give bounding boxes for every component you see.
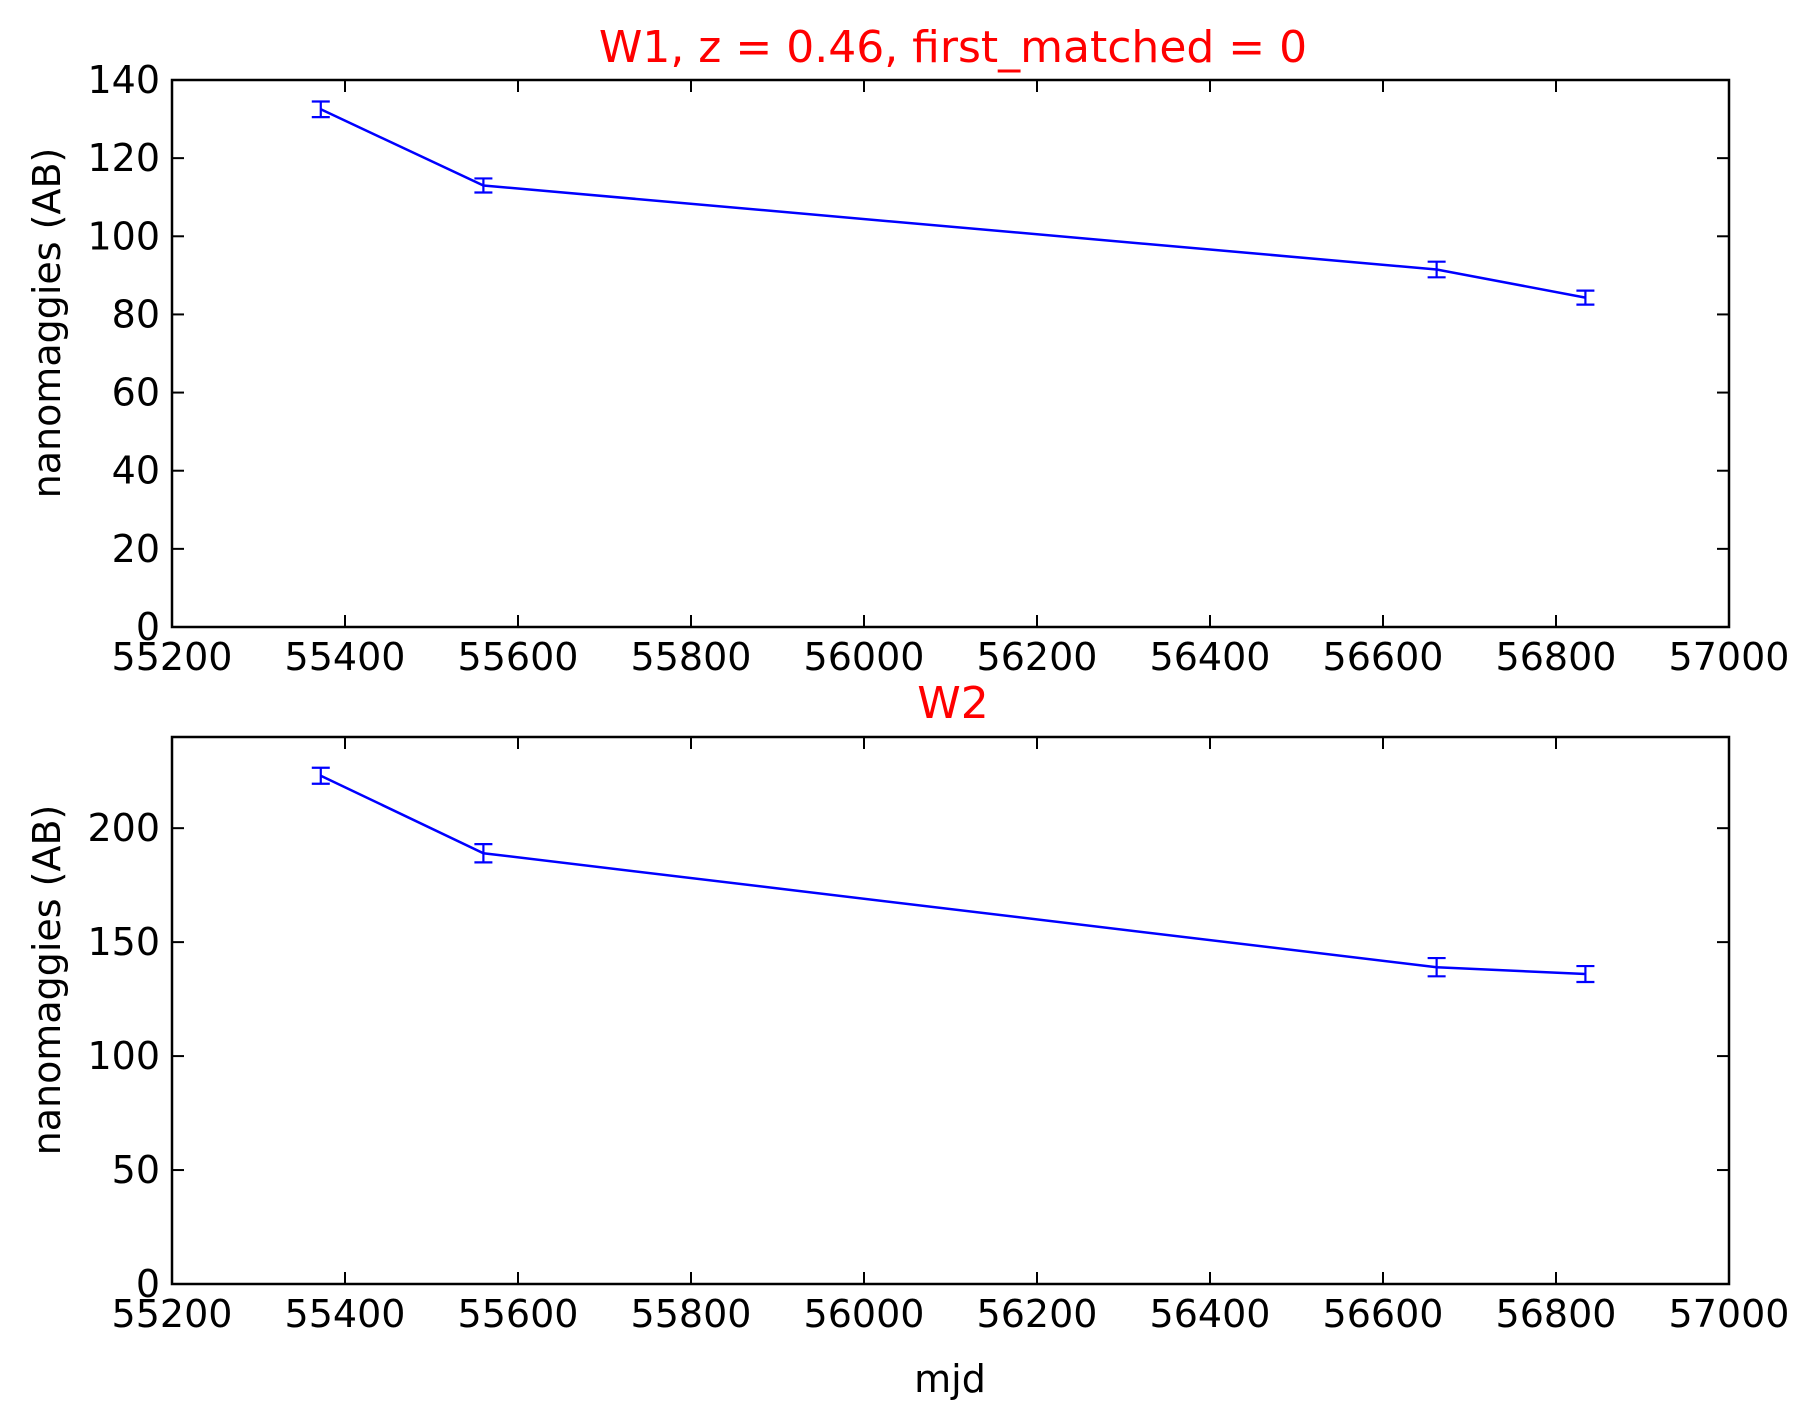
w1-panel: W1, z = 0.46, first_matched = 0 nanomagg…	[25, 22, 1789, 679]
x-tick-label: 55200	[112, 635, 233, 679]
x-tick-label: 55800	[631, 1292, 752, 1336]
y-tick-label: 50	[112, 1148, 160, 1192]
x-tick-label: 55400	[285, 635, 406, 679]
y-tick-label: 0	[136, 605, 160, 649]
y-tick-label: 40	[112, 449, 160, 493]
x-tick-label: 57000	[1669, 635, 1790, 679]
w2-plot-frame	[170, 735, 1731, 1286]
x-tick-label: 56800	[1496, 635, 1617, 679]
w1-y-axis-label: nanomaggies (AB)	[25, 148, 69, 499]
w2-panel: W2 nanomaggies (AB) 55200 55400 55600 55800…	[25, 678, 1789, 1401]
w1-series	[311, 100, 1595, 306]
w1-plot-frame	[170, 78, 1731, 629]
x-tick-label: 56000	[804, 635, 925, 679]
y-tick-label: 150	[87, 920, 160, 964]
x-tick-label: 56800	[1496, 1292, 1617, 1336]
x-tick-label: 56400	[1150, 635, 1271, 679]
x-tick-label: 57000	[1669, 1292, 1790, 1336]
x-tick-label: 56200	[977, 635, 1098, 679]
w1-title: W1, z = 0.46, first_matched = 0	[599, 22, 1307, 73]
x-tick-label: 55600	[458, 1292, 579, 1336]
y-tick-label: 80	[112, 292, 160, 336]
x-tick-label: 56000	[804, 1292, 925, 1336]
x-tick-label: 56400	[1150, 1292, 1271, 1336]
w1-x-axis: 55200 55400 55600 55800 56000 56200 56400 56600…	[112, 80, 1790, 679]
series-line	[320, 108, 1586, 299]
y-tick-label: 120	[87, 136, 160, 180]
y-tick-label: 100	[87, 1034, 160, 1078]
y-tick-label: 20	[112, 527, 160, 571]
x-tick-label: 55400	[285, 1292, 406, 1336]
w1-y-axis: 0 20 40 60 80 100 120 140	[87, 58, 1729, 649]
w2-x-axis-label: mjd	[914, 1357, 986, 1401]
y-tick-label: 100	[87, 214, 160, 258]
x-tick-label: 56600	[1323, 635, 1444, 679]
w2-series	[311, 766, 1595, 984]
w2-x-axis: 55200 55400 55600 55800 56000 56200 56400 56600…	[112, 737, 1790, 1336]
x-tick-label: 55600	[458, 635, 579, 679]
y-tick-label: 140	[87, 58, 160, 102]
x-tick-label: 55200	[112, 1292, 233, 1336]
w2-y-axis-label: nanomaggies (AB)	[25, 805, 69, 1156]
y-tick-label: 200	[87, 806, 160, 850]
w2-y-axis: 0 50 100 150 200	[87, 806, 1729, 1306]
x-tick-label: 55800	[631, 635, 752, 679]
series-line	[320, 774, 1586, 976]
y-tick-label: 0	[136, 1262, 160, 1306]
x-tick-label: 56200	[977, 1292, 1098, 1336]
x-tick-label: 56600	[1323, 1292, 1444, 1336]
y-tick-label: 60	[112, 371, 160, 415]
w2-title: W2	[917, 678, 989, 729]
